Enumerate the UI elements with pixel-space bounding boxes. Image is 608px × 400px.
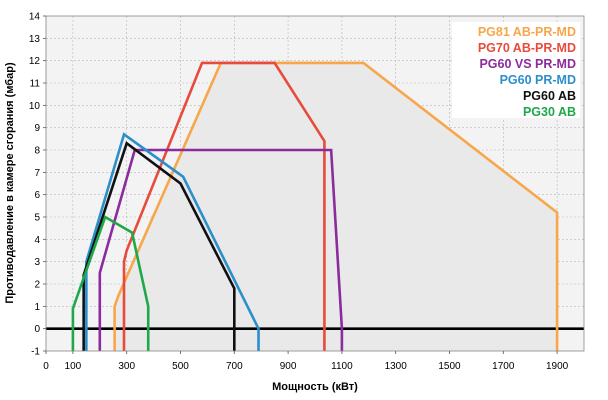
y-tick-label-1: 0: [34, 324, 40, 335]
x-tick-label-3: 500: [172, 361, 189, 372]
series-line-pg70-ab-pr-md: [122, 61, 326, 351]
y-tick-label-13: 12: [29, 56, 41, 67]
series-line-pg60-pr-md: [85, 132, 260, 351]
y-tick-label-14: 13: [29, 34, 41, 45]
x-axis-title: Мощность (кВт): [272, 381, 358, 393]
series-lines: [71, 61, 559, 351]
legend-entry-0: PG81 AB-PR-MD: [478, 25, 576, 39]
y-tick-label-9: 8: [34, 146, 40, 157]
series-line-pg60-vs-pr-md: [98, 148, 344, 351]
y-tick-label-7: 6: [34, 190, 40, 201]
legend-background: [452, 22, 580, 118]
x-tick-label-1: 100: [65, 361, 82, 372]
x-tick-label-8: 1500: [438, 361, 461, 372]
legend-entry-1: PG70 AB-PR-MD: [478, 41, 576, 55]
y-tick-label-8: 7: [34, 168, 40, 179]
x-tick-label-5: 900: [280, 361, 297, 372]
x-axis-ticks: 0 100 300 500 700 900 1100 1300 1500 1700 1900: [43, 351, 569, 372]
legend-entry-2: PG60 VS PR-MD: [479, 57, 576, 71]
y-axis-title: Противодавление в камере сгорания (мбар): [4, 62, 16, 304]
y-tick-label-15: 14: [29, 12, 41, 23]
legend-entry-5: PG30 AB: [523, 105, 576, 119]
y-tick-label-6: 5: [34, 213, 40, 224]
series-line-pg60-ab: [82, 141, 236, 351]
x-tick-label-0: 0: [43, 361, 49, 372]
y-tick-label-11: 10: [29, 101, 41, 112]
y-tick-label-12: 11: [30, 79, 41, 90]
plot-frame: [45, 15, 585, 352]
legend-entry-4: PG60 AB: [523, 89, 576, 103]
x-tick-label-7: 1300: [385, 361, 408, 372]
y-tick-label-2: 1: [34, 302, 40, 313]
y-tick-label-4: 3: [34, 257, 40, 268]
y-tick-label-3: 2: [34, 280, 40, 291]
x-tick-label-6: 1100: [331, 361, 353, 372]
series-line-pg30-ab: [71, 215, 150, 351]
x-tick-label-10: 1900: [546, 361, 569, 372]
y-tick-label-0: -1: [31, 347, 40, 358]
legend-entry-3: PG60 PR-MD: [500, 73, 576, 87]
y-tick-label-5: 4: [34, 235, 40, 246]
x-tick-label-2: 300: [118, 361, 135, 372]
x-tick-label-4: 700: [226, 361, 243, 372]
legend: PG81 AB-PR-MD PG70 AB-PR-MD PG60 VS PR-MD P…: [452, 22, 580, 119]
x-tick-label-9: 1700: [492, 361, 515, 372]
y-tick-label-10: 9: [34, 123, 40, 134]
